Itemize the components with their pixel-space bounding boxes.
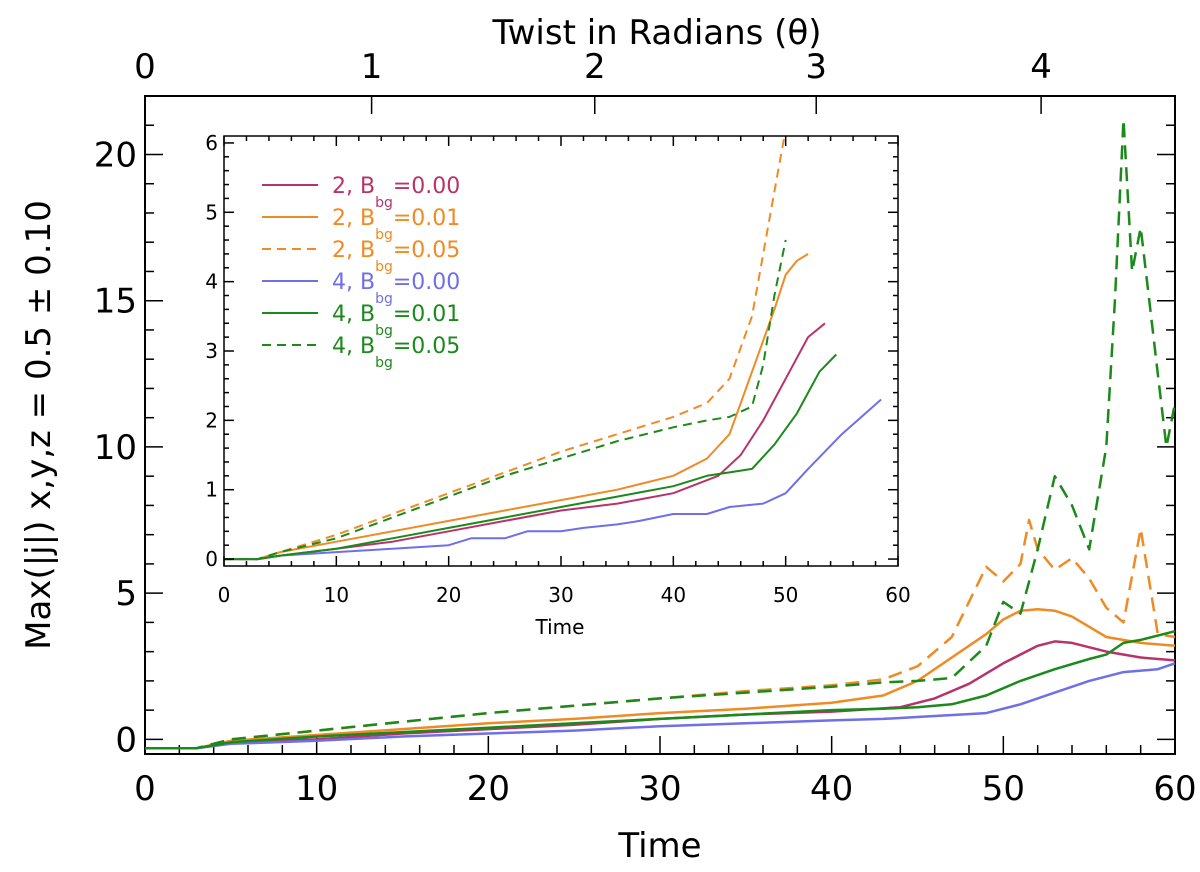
- series-line-3: [145, 662, 1176, 750]
- y-tick-label: 10: [94, 428, 137, 468]
- x-tick-label: 40: [810, 769, 853, 809]
- x-tick-label: 50: [982, 769, 1025, 809]
- series-line-4: [145, 629, 1176, 750]
- y-tick-label: 5: [205, 200, 218, 224]
- x-tick-label: 10: [324, 583, 349, 607]
- x-tick-label: 60: [1153, 769, 1196, 809]
- y-tick-label: 6: [205, 131, 218, 155]
- series-line-3: [224, 398, 882, 561]
- main-series-group: [145, 118, 1177, 750]
- y-tick-label: 20: [94, 135, 137, 175]
- y-tick-label: 1: [205, 478, 218, 502]
- main-ylabel: Max(|j|) x,y,z = 0.5 ± 0.10: [19, 200, 59, 650]
- x-tick-label: 30: [548, 583, 573, 607]
- x-tick-label: 0: [218, 583, 231, 607]
- y-tick-label: 3: [205, 339, 218, 363]
- y-tick-label: 4: [205, 270, 218, 294]
- inset-legend: 2, Bbg=0.002, Bbg=0.012, Bbg=0.054, Bbg=…: [262, 174, 460, 371]
- top-tick-label: 1: [361, 47, 383, 87]
- x-tick-label: 40: [661, 583, 686, 607]
- inset-plot-background: [224, 136, 898, 566]
- x-tick-label: 0: [134, 769, 156, 809]
- inset-ticks: 0 10 20 30 40 50 60 0 1 2 3 4 5 6: [205, 131, 910, 607]
- y-tick-label: 15: [94, 282, 137, 322]
- top-tick-label: 3: [805, 47, 827, 87]
- legend-label-1: 2, Bbg=0.01: [332, 206, 460, 243]
- inset-xlabel: Time: [535, 615, 585, 639]
- top-tick-label: 2: [584, 47, 606, 87]
- series-line-4: [224, 353, 837, 561]
- legend-label-4: 4, Bbg=0.01: [332, 302, 460, 339]
- main-top-xlabel: Twist in Radians (θ): [491, 13, 821, 53]
- legend-label-3: 4, Bbg=0.00: [332, 270, 460, 307]
- series-line-5: [224, 239, 787, 561]
- y-tick-label: 2: [205, 408, 218, 432]
- top-tick-label: 0: [134, 47, 156, 87]
- x-tick-label: 20: [436, 583, 461, 607]
- y-tick-label: 0: [115, 720, 137, 760]
- legend-label-0: 2, Bbg=0.00: [332, 174, 460, 211]
- series-line-1: [224, 253, 809, 561]
- x-tick-label: 20: [467, 769, 510, 809]
- legend-label-5: 4, Bbg=0.05: [332, 334, 460, 371]
- series-line-5: [145, 118, 1177, 750]
- x-tick-label: 60: [885, 583, 910, 607]
- legend-label-2: 2, Bbg=0.05: [332, 238, 460, 275]
- top-tick-label: 4: [1030, 47, 1052, 87]
- y-tick-label: 0: [205, 547, 218, 571]
- x-tick-label: 30: [638, 769, 681, 809]
- series-line-1: [145, 607, 1176, 750]
- x-tick-label: 10: [295, 769, 338, 809]
- y-tick-label: 5: [115, 574, 137, 614]
- x-tick-label: 50: [773, 583, 798, 607]
- main-xlabel: Time: [617, 826, 701, 866]
- inset-series-group: [224, 136, 882, 561]
